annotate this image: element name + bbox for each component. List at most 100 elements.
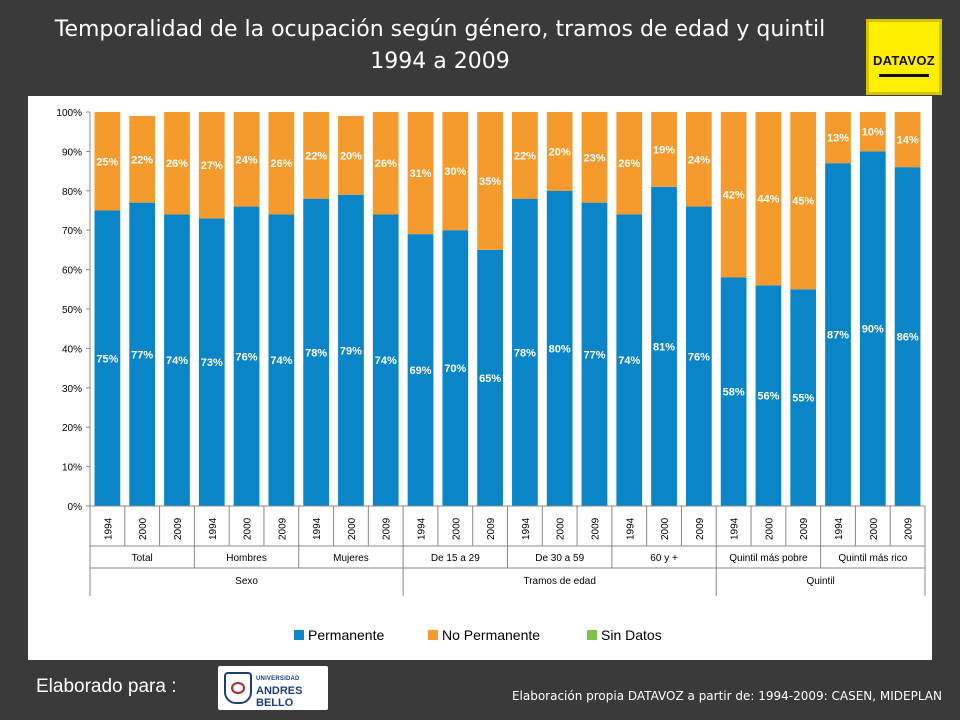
data-label-no-permanente: 35%: [479, 176, 501, 188]
bar-no-permanente: [442, 112, 469, 231]
data-label-no-permanente: 31%: [410, 168, 432, 180]
data-label-permanente: 77%: [131, 349, 153, 361]
x-subgroup-label: Hombres: [226, 553, 267, 564]
bar-no-permanente: [894, 112, 921, 168]
x-subgroup-label: Mujeres: [333, 553, 369, 564]
x-subgroup-label: Quintil más pobre: [729, 553, 808, 564]
y-tick-label: 80%: [62, 187, 82, 198]
bar-permanente: [616, 214, 643, 506]
chart-title-line2: 1994 a 2009: [370, 49, 510, 74]
universidad-andres-bello-logo: UNIVERSIDAD ANDRES BELLO: [218, 666, 328, 710]
bar-permanente: [198, 218, 225, 506]
x-category-label: 1994: [208, 517, 219, 540]
x-category-label: 2009: [173, 517, 184, 540]
bar-permanente: [372, 214, 399, 506]
data-label-no-permanente: 26%: [375, 158, 397, 170]
bar-no-permanente: [198, 112, 225, 219]
bar-permanente: [442, 230, 469, 506]
data-label-permanente: 90%: [862, 324, 884, 336]
x-group-label: Quintil: [806, 576, 834, 587]
x-group-label: Tramos de edad: [523, 576, 595, 587]
data-label-permanente: 74%: [375, 355, 397, 367]
bar-no-permanente: [477, 112, 503, 250]
x-category-label: 2000: [243, 517, 254, 540]
datavoz-logo: DATAVOZ: [866, 19, 942, 95]
x-category-label: 2000: [869, 517, 880, 540]
bar-permanente: [303, 198, 330, 506]
bar-permanente: [755, 285, 782, 506]
legend-label: No Permanente: [442, 627, 540, 643]
bar-no-permanente: [233, 112, 260, 207]
y-tick-label: 10%: [62, 463, 82, 474]
bar-no-permanente: [581, 112, 608, 203]
data-label-no-permanente: 30%: [444, 166, 466, 178]
x-category-label: 2000: [138, 517, 149, 540]
data-label-no-permanente: 23%: [583, 152, 605, 164]
data-label-no-permanente: 22%: [514, 150, 536, 162]
y-tick-label: 70%: [62, 226, 82, 237]
chart-title: Temporalidad de la ocupación según géner…: [40, 14, 840, 78]
y-tick-label: 0%: [68, 502, 83, 513]
bar-no-permanente: [303, 112, 330, 199]
x-category-label: 1994: [834, 517, 845, 540]
bar-permanente: [581, 202, 608, 506]
data-label-permanente: 78%: [514, 347, 536, 359]
bar-permanente: [546, 190, 573, 507]
x-subgroup-label: De 15 a 29: [431, 553, 480, 564]
data-label-permanente: 76%: [688, 351, 710, 363]
bar-no-permanente: [859, 112, 886, 152]
y-tick-label: 20%: [62, 423, 82, 434]
bar-permanente: [129, 202, 156, 506]
chart-area: 0% 10% 20% 30% 40% 50% 60% 70% 80% 90% 100% 75% 25% 7…: [28, 96, 932, 660]
data-label-no-permanente: 20%: [549, 146, 571, 158]
data-label-permanente: 76%: [236, 351, 258, 363]
data-label-permanente: 78%: [305, 347, 327, 359]
data-label-permanente: 70%: [444, 363, 466, 375]
y-tick-label: 90%: [62, 147, 82, 158]
x-subgroup-label: De 30 a 59: [535, 553, 584, 564]
x-group-label: Sexo: [235, 576, 258, 587]
data-label-no-permanente: 26%: [166, 158, 188, 170]
data-label-permanente: 75%: [96, 353, 118, 365]
x-category-label: 2009: [590, 517, 601, 540]
x-category-label: 2000: [451, 517, 462, 540]
bar-no-permanente: [407, 112, 434, 235]
data-label-permanente: 86%: [897, 332, 919, 344]
x-category-label: 1994: [625, 517, 636, 540]
data-label-no-permanente: 10%: [862, 127, 884, 139]
x-subgroup-label: Quintil más rico: [838, 553, 907, 564]
data-label-no-permanente: 25%: [96, 156, 118, 168]
elaborado-para-label: Elaborado para :: [36, 676, 177, 697]
bar-permanente: [94, 210, 121, 506]
x-category-label: 2000: [347, 517, 358, 540]
data-label-permanente: 81%: [653, 341, 675, 353]
unab-emblem-icon: [224, 672, 252, 704]
bar-no-permanente: [616, 112, 643, 215]
x-category-label: 1994: [312, 517, 323, 540]
x-category-label: 2009: [382, 517, 393, 540]
data-label-permanente: 58%: [723, 387, 745, 399]
x-category-label: 2009: [277, 517, 288, 540]
data-label-no-permanente: 22%: [131, 154, 153, 166]
y-tick-label: 50%: [62, 305, 82, 316]
bar-no-permanente: [720, 112, 747, 278]
bar-permanente: [512, 198, 538, 506]
x-category-label: 2000: [556, 517, 567, 540]
bar-no-permanente: [268, 112, 295, 215]
bar-permanente: [338, 194, 364, 506]
data-label-permanente: 69%: [410, 365, 432, 377]
legend-swatch: [587, 630, 597, 640]
data-label-permanente: 80%: [549, 343, 571, 355]
bar-permanente: [685, 206, 712, 506]
x-subgroup-label: Total: [132, 553, 153, 564]
data-label-permanente: 56%: [757, 391, 779, 403]
legend-label: Permanente: [308, 627, 384, 643]
data-label-no-permanente: 24%: [688, 154, 710, 166]
datavoz-logo-text: DATAVOZ: [872, 53, 936, 68]
data-label-no-permanente: 45%: [792, 196, 814, 208]
bar-permanente: [477, 249, 503, 506]
bar-no-permanente: [790, 112, 817, 290]
bar-permanente: [407, 234, 434, 506]
bar-no-permanente: [164, 112, 190, 215]
bar-no-permanente: [685, 112, 712, 207]
